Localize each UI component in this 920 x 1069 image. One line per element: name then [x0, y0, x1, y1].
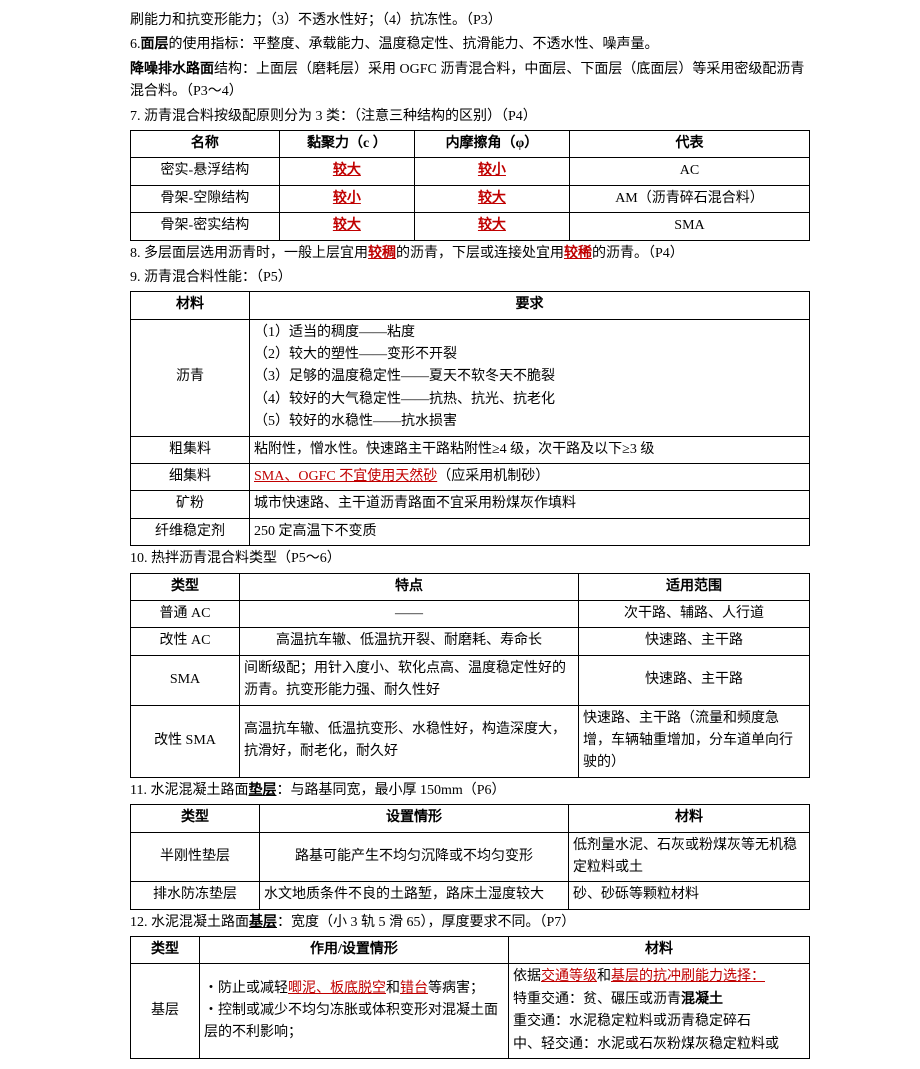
td: 快速路、主干路 [579, 655, 810, 705]
td: 矿粉 [131, 491, 250, 518]
th: 作用/设置情形 [200, 937, 509, 964]
table-1: 名称 黏聚力（c ） 内摩擦角（φ） 代表 密实-悬浮结构 较大 较小 AC 骨… [130, 130, 810, 241]
th: 适用范围 [579, 573, 810, 600]
th: 要求 [250, 292, 810, 319]
td: 排水防冻垫层 [131, 882, 260, 909]
td: 较小 [414, 158, 569, 185]
td: 基层 [131, 964, 200, 1059]
table-row: 骨架-密实结构 较大 较大 SMA [131, 213, 810, 240]
td: 密实-悬浮结构 [131, 158, 280, 185]
td: 高温抗车辙、低温抗变形、水稳性好，构造深度大，抗滑好，耐老化，耐久好 [240, 705, 579, 777]
td: 粗集料 [131, 436, 250, 463]
td: 路基可能产生不均匀沉降或不均匀变形 [260, 832, 569, 882]
para-line: 11. 水泥混凝土路面垫层：与路基同宽，最小厚 150mm（P6） [130, 780, 810, 802]
td: AM（沥青碎石混合料） [569, 185, 809, 212]
td: 较大 [279, 213, 414, 240]
table-row: 类型 作用/设置情形 材料 [131, 937, 810, 964]
para-line: 降噪排水路面结构：上面层（磨耗层）采用 OGFC 沥青混合料，中面层、下面层（底… [130, 59, 810, 104]
table-row: 基层 ・防止或减轻唧泥、板底脱空和错台等病害； ・控制或减少不均匀冻胀或体积变形… [131, 964, 810, 1059]
td: 砂、砂砾等颗粒材料 [569, 882, 810, 909]
td: 快速路、主干路 [579, 628, 810, 655]
td: 次干路、辅路、人行道 [579, 600, 810, 627]
td: 低剂量水泥、石灰或粉煤灰等无机稳定粒料或土 [569, 832, 810, 882]
td: 细集料 [131, 464, 250, 491]
td: 依据交通等级和基层的抗冲刷能力选择： 特重交通：贫、碾压或沥青混凝土 重交通：水… [509, 964, 810, 1059]
para-line: 刷能力和抗变形能力；（3）不透水性好；（4）抗冻性。（P3） [130, 10, 810, 32]
th: 内摩擦角（φ） [414, 130, 569, 157]
td: 骨架-密实结构 [131, 213, 280, 240]
td: 250 定高温下不变质 [250, 518, 810, 545]
th: 材料 [509, 937, 810, 964]
th: 材料 [569, 805, 810, 832]
table-row: 粗集料 粘附性，憎水性。快速路主干路粘附性≥4 级，次干路及以下≥3 级 [131, 436, 810, 463]
th: 特点 [240, 573, 579, 600]
table-row: 沥青 （1）适当的稠度——粘度 （2）较大的塑性——变形不开裂 （3）足够的温度… [131, 319, 810, 436]
table-row: 改性 SMA 高温抗车辙、低温抗变形、水稳性好，构造深度大，抗滑好，耐老化，耐久… [131, 705, 810, 777]
table-row: 改性 AC 高温抗车辙、低温抗开裂、耐磨耗、寿命长 快速路、主干路 [131, 628, 810, 655]
table-row: SMA 间断级配；用针入度小、软化点高、温度稳定性好的沥青。抗变形能力强、耐久性… [131, 655, 810, 705]
table-4: 类型 设置情形 材料 半刚性垫层 路基可能产生不均匀沉降或不均匀变形 低剂量水泥… [130, 804, 810, 910]
td: ・防止或减轻唧泥、板底脱空和错台等病害； ・控制或减少不均匀冻胀或体积变形对混凝… [200, 964, 509, 1059]
para-line: 12. 水泥混凝土路面基层：宽度（小 3 轨 5 滑 65），厚度要求不同。（P… [130, 912, 810, 934]
td: 改性 SMA [131, 705, 240, 777]
td: 快速路、主干路（流量和频度急增，车辆轴重增加，分车道单向行驶的） [579, 705, 810, 777]
para-line: 6.面层的使用指标：平整度、承载能力、温度稳定性、抗滑能力、不透水性、噪声量。 [130, 34, 810, 56]
table-5: 类型 作用/设置情形 材料 基层 ・防止或减轻唧泥、板底脱空和错台等病害； ・控… [130, 936, 810, 1059]
table-row: 排水防冻垫层 水文地质条件不良的土路堑，路床土湿度较大 砂、砂砾等颗粒材料 [131, 882, 810, 909]
td: 间断级配；用针入度小、软化点高、温度稳定性好的沥青。抗变形能力强、耐久性好 [240, 655, 579, 705]
table-row: 细集料 SMA、OGFC 不宜使用天然砂（应采用机制砂） [131, 464, 810, 491]
th: 名称 [131, 130, 280, 157]
td: AC [569, 158, 809, 185]
th: 设置情形 [260, 805, 569, 832]
td: （1）适当的稠度——粘度 （2）较大的塑性——变形不开裂 （3）足够的温度稳定性… [250, 319, 810, 436]
table-row: 矿粉 城市快速路、主干道沥青路面不宜采用粉煤灰作填料 [131, 491, 810, 518]
td: 粘附性，憎水性。快速路主干路粘附性≥4 级，次干路及以下≥3 级 [250, 436, 810, 463]
th: 黏聚力（c ） [279, 130, 414, 157]
table-row: 类型 特点 适用范围 [131, 573, 810, 600]
table-3: 类型 特点 适用范围 普通 AC —— 次干路、辅路、人行道 改性 AC 高温抗… [130, 573, 810, 778]
para-line: 7. 沥青混合料按级配原则分为 3 类：（注意三种结构的区别）（P4） [130, 106, 810, 128]
table-row: 普通 AC —— 次干路、辅路、人行道 [131, 600, 810, 627]
th: 类型 [131, 805, 260, 832]
td: 骨架-空隙结构 [131, 185, 280, 212]
table-row: 纤维稳定剂 250 定高温下不变质 [131, 518, 810, 545]
para-line: 8. 多层面层选用沥青时，一般上层宜用较稠的沥青，下层或连接处宜用较稀的沥青。（… [130, 243, 810, 265]
table-row: 密实-悬浮结构 较大 较小 AC [131, 158, 810, 185]
para-line: 9. 沥青混合料性能：（P5） [130, 267, 810, 289]
td: 普通 AC [131, 600, 240, 627]
td: —— [240, 600, 579, 627]
table-2: 材料 要求 沥青 （1）适当的稠度——粘度 （2）较大的塑性——变形不开裂 （3… [130, 291, 810, 546]
td: 沥青 [131, 319, 250, 436]
td: 较小 [279, 185, 414, 212]
td: SMA、OGFC 不宜使用天然砂（应采用机制砂） [250, 464, 810, 491]
table-row: 半刚性垫层 路基可能产生不均匀沉降或不均匀变形 低剂量水泥、石灰或粉煤灰等无机稳… [131, 832, 810, 882]
td: 较大 [414, 185, 569, 212]
th: 材料 [131, 292, 250, 319]
td: 半刚性垫层 [131, 832, 260, 882]
table-row: 名称 黏聚力（c ） 内摩擦角（φ） 代表 [131, 130, 810, 157]
para-line: 10. 热拌沥青混合料类型（P5～6） [130, 548, 810, 570]
td: 较大 [414, 213, 569, 240]
td: 较大 [279, 158, 414, 185]
th: 类型 [131, 937, 200, 964]
th: 代表 [569, 130, 809, 157]
td: 改性 AC [131, 628, 240, 655]
th: 类型 [131, 573, 240, 600]
table-row: 类型 设置情形 材料 [131, 805, 810, 832]
table-row: 骨架-空隙结构 较小 较大 AM（沥青碎石混合料） [131, 185, 810, 212]
td: 高温抗车辙、低温抗开裂、耐磨耗、寿命长 [240, 628, 579, 655]
td: SMA [131, 655, 240, 705]
td: 纤维稳定剂 [131, 518, 250, 545]
td: 水文地质条件不良的土路堑，路床土湿度较大 [260, 882, 569, 909]
table-row: 材料 要求 [131, 292, 810, 319]
td: SMA [569, 213, 809, 240]
td: 城市快速路、主干道沥青路面不宜采用粉煤灰作填料 [250, 491, 810, 518]
